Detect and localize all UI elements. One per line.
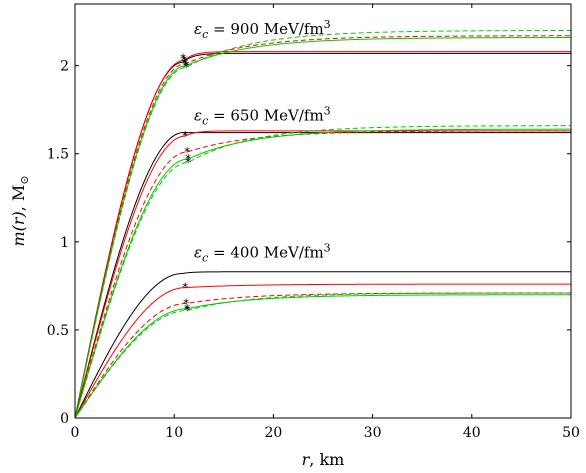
series-line-400-10 xyxy=(75,271,571,418)
y-tick-label: 1.5 xyxy=(47,147,69,163)
energy-density-annotation: εc = 900 MeV/fm3 xyxy=(194,18,331,41)
x-axis-title: r, km xyxy=(302,450,345,469)
surface-star-marker: * xyxy=(184,304,190,318)
surface-star-marker: * xyxy=(182,57,188,71)
surface-star-marker: * xyxy=(184,145,190,159)
series-line-900-1 xyxy=(75,51,571,418)
series-line-400-12 xyxy=(75,292,571,418)
surface-star-marker: * xyxy=(185,152,191,166)
plot-frame xyxy=(74,3,572,419)
star-markers: ************* xyxy=(180,52,191,318)
annotations: εc = 900 MeV/fm3 εc = 650 MeV/fm3 εc = 400… xyxy=(194,18,331,265)
series-line-900-2 xyxy=(75,35,571,418)
y-tick-label: 0.5 xyxy=(47,323,69,339)
x-tick-label: 50 xyxy=(562,425,580,441)
surface-star-marker: * xyxy=(182,281,188,295)
series-layer xyxy=(75,30,571,418)
series-line-650-6 xyxy=(75,130,571,418)
y-tick-label: 1 xyxy=(60,235,69,251)
series-line-650-8 xyxy=(75,128,571,418)
x-tick-label: 0 xyxy=(71,425,80,441)
series-line-900-3 xyxy=(75,37,571,418)
series-line-650-9 xyxy=(75,125,571,418)
y-axis-title: m(r), M⊙ xyxy=(9,175,31,246)
surface-star-marker: * xyxy=(180,52,186,66)
x-tick-label: 10 xyxy=(165,425,183,441)
x-tick-label: 20 xyxy=(264,425,282,441)
energy-density-annotation: εc = 650 MeV/fm3 xyxy=(194,104,331,127)
y-tick-label: 0 xyxy=(60,411,69,427)
series-line-400-14 xyxy=(75,292,571,418)
surface-star-marker: * xyxy=(184,302,190,316)
surface-star-marker: * xyxy=(181,53,187,67)
surface-star-marker: * xyxy=(183,59,189,73)
energy-density-annotation: εc = 400 MeV/fm3 xyxy=(194,242,331,265)
surface-star-marker: * xyxy=(183,296,189,310)
series-line-650-7 xyxy=(75,130,571,418)
axis-ticks: 0 10 20 30 40 50 0 0.5 1 1.5 2 xyxy=(47,4,580,441)
surface-star-marker: * xyxy=(185,156,191,170)
series-line-400-11 xyxy=(75,283,571,418)
surface-star-marker: * xyxy=(183,60,189,74)
x-tick-label: 30 xyxy=(364,425,382,441)
surface-star-marker: * xyxy=(182,129,188,143)
series-line-900-4 xyxy=(75,30,571,418)
series-line-400-13 xyxy=(75,294,571,418)
x-tick-label: 40 xyxy=(463,425,481,441)
y-tick-label: 2 xyxy=(60,59,69,75)
